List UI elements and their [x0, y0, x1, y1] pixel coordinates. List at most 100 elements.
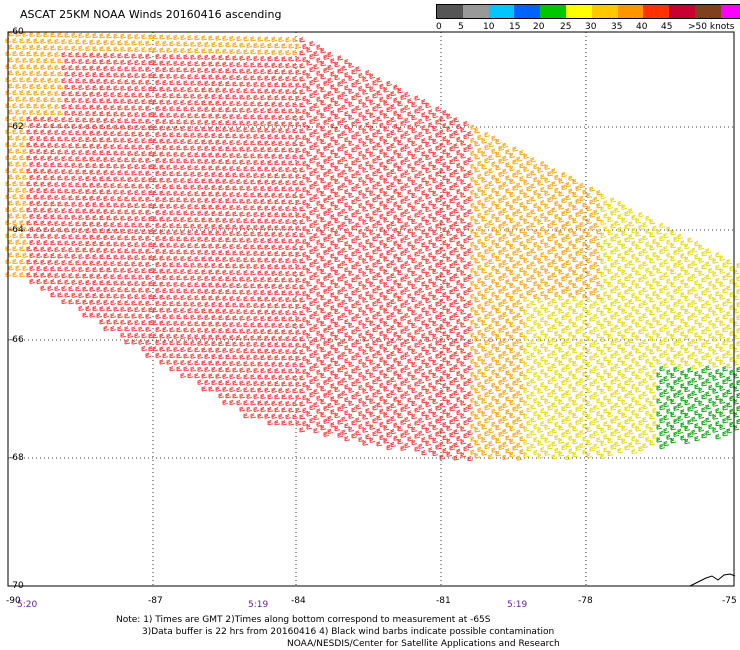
- wind-barb: [656, 294, 663, 300]
- wind-barb: [680, 253, 687, 259]
- wind-barb: [117, 39, 124, 46]
- wind-barb: [337, 367, 344, 373]
- wind-barb: [61, 155, 68, 162]
- wind-barb: [89, 260, 96, 266]
- wind-barb: [232, 276, 239, 282]
- wind-barb: [477, 394, 484, 400]
- wind-barb: [670, 321, 677, 327]
- wind-barb: [159, 346, 166, 352]
- wind-barb: [348, 335, 355, 341]
- wind-barb: [71, 110, 78, 116]
- wind-barb: [547, 391, 554, 398]
- wind-barb: [684, 282, 691, 289]
- wind-barb: [449, 172, 456, 178]
- wind-barb: [484, 430, 491, 437]
- wind-barb: [204, 41, 211, 47]
- wind-barb: [435, 275, 442, 281]
- wind-barb: [397, 218, 404, 224]
- legend-swatch: [694, 5, 721, 18]
- wind-barb: [365, 212, 372, 219]
- wind-barb: [659, 443, 666, 450]
- wind-barb: [575, 224, 582, 230]
- wind-barb: [22, 226, 29, 232]
- wind-barb: [502, 259, 509, 266]
- wind-barb: [666, 330, 673, 336]
- wind-barb: [614, 363, 621, 369]
- wind-barb: [36, 83, 43, 90]
- wind-barb: [460, 439, 467, 445]
- wind-barb: [348, 257, 355, 263]
- wind-barb: [663, 401, 670, 408]
- wind-barb: [677, 233, 684, 240]
- wind-barb: [180, 294, 187, 301]
- wind-barb: [131, 79, 138, 85]
- wind-barb: [320, 399, 327, 405]
- wind-barb: [288, 342, 295, 348]
- wind-barb: [565, 220, 572, 227]
- wind-barb: [92, 84, 99, 91]
- wind-barb: [299, 245, 306, 251]
- wind-barb: [463, 276, 470, 283]
- wind-barb: [187, 359, 194, 366]
- wind-barb: [309, 118, 316, 125]
- wind-barb: [505, 279, 512, 285]
- wind-barb: [341, 104, 348, 110]
- wind-barb: [236, 399, 243, 406]
- wind-barb: [670, 256, 677, 262]
- wind-barb: [526, 446, 533, 452]
- wind-barb: [358, 345, 365, 352]
- wind-barb: [579, 325, 586, 332]
- wind-barb: [421, 293, 428, 300]
- wind-barb: [274, 199, 281, 205]
- wind-barb: [236, 178, 243, 185]
- wind-barb: [659, 261, 666, 268]
- wind-barb: [36, 265, 43, 272]
- wind-barb: [295, 121, 302, 127]
- wind-barb: [400, 367, 407, 373]
- wind-barb: [173, 125, 180, 131]
- wind-barb: [239, 211, 246, 217]
- wind-barb: [82, 156, 89, 162]
- wind-barb: [407, 397, 414, 403]
- wind-barb: [414, 251, 421, 257]
- wind-barb: [365, 290, 372, 297]
- wind-barb: [78, 71, 85, 77]
- wind-barb: [351, 134, 358, 140]
- wind-barb: [68, 116, 75, 123]
- wind-barb: [33, 142, 40, 148]
- wind-barb: [659, 430, 666, 437]
- wind-barb: [572, 387, 579, 393]
- wind-barb: [558, 386, 565, 392]
- wind-barb: [687, 406, 694, 412]
- wind-barb: [43, 278, 50, 285]
- wind-barb: [418, 365, 425, 371]
- wind-barb: [40, 233, 47, 239]
- wind-barb: [596, 319, 603, 326]
- wind-barb: [327, 51, 334, 58]
- wind-barb: [264, 62, 271, 68]
- wind-barb: [71, 201, 78, 207]
- wind-barb: [103, 195, 110, 202]
- wind-barb: [15, 44, 22, 50]
- wind-barb: [418, 144, 425, 150]
- wind-barb: [309, 40, 316, 47]
- wind-barb: [26, 272, 33, 278]
- wind-barb: [582, 332, 589, 338]
- wind-barb: [526, 186, 533, 192]
- wind-barb: [236, 74, 243, 81]
- wind-barb: [299, 271, 306, 277]
- wind-barb: [414, 329, 421, 335]
- wind-barb: [442, 317, 449, 324]
- wind-barb: [530, 300, 537, 306]
- wind-barb: [281, 329, 288, 335]
- wind-barb: [145, 92, 152, 98]
- wind-barb: [306, 99, 313, 105]
- wind-barb: [470, 436, 477, 442]
- wind-barb: [306, 398, 313, 404]
- wind-barb: [180, 73, 187, 80]
- wind-barb: [421, 111, 428, 118]
- wind-barb: [488, 245, 495, 252]
- wind-barb: [106, 176, 113, 182]
- wind-barb: [92, 201, 99, 208]
- wind-barb: [131, 196, 138, 202]
